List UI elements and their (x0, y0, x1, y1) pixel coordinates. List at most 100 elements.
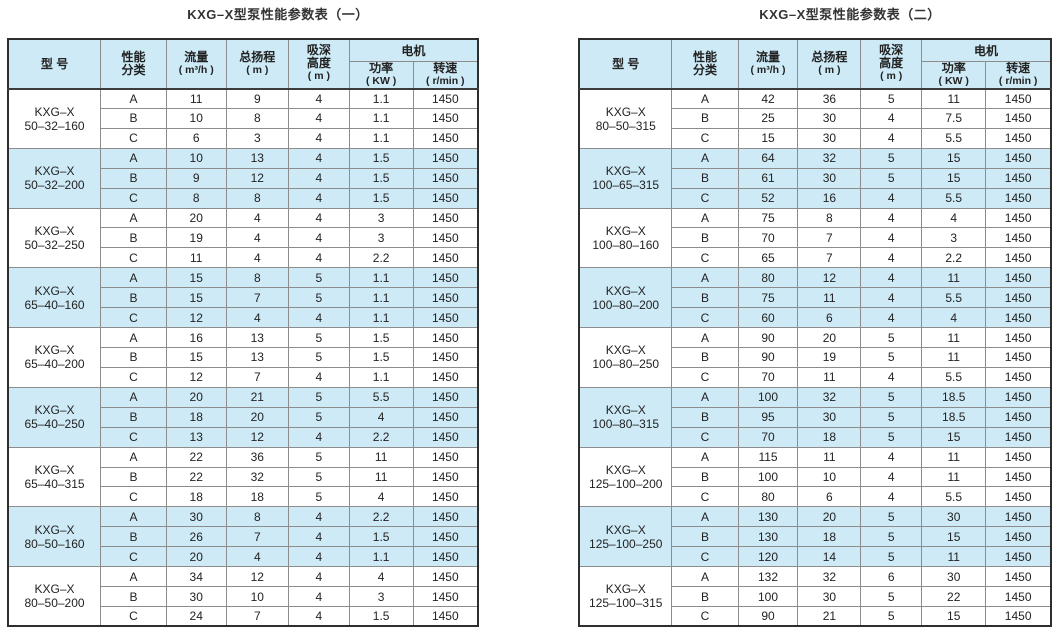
data-cell: 1450 (412, 127, 479, 149)
data-cell: 15 (165, 267, 227, 289)
data-cell: 15 (737, 127, 799, 149)
model-name: KXG–X (34, 403, 75, 418)
data-cell: 10 (165, 107, 227, 129)
data-cell: 1450 (985, 546, 1052, 568)
header-line: 分类 (121, 62, 146, 77)
header-cell-power: 功率( KW ) (921, 60, 987, 89)
header-line: 总扬程 (239, 49, 276, 64)
data-cell: 36 (225, 446, 290, 468)
data-cell: 1.5 (348, 346, 414, 368)
data-cell: 24 (165, 605, 227, 627)
table-row: C 20 4 4 1.1 1450 (8, 546, 479, 568)
data-cell: 1450 (985, 307, 1052, 329)
data-cell: 18 (797, 526, 862, 548)
data-cell: 6 (165, 127, 227, 149)
data-cell: 1450 (412, 406, 479, 428)
data-cell: 4 (348, 406, 414, 428)
category-cell: C (671, 546, 739, 568)
table-row: KXG–X 100–80–160 A 75 8 4 4 1450 (578, 207, 1052, 269)
data-cell: 4 (225, 207, 290, 229)
table-row: C 60 6 4 4 1450 (579, 307, 1052, 329)
data-cell: 30 (797, 586, 862, 607)
table-row: B 15 13 5 1.5 1450 (8, 346, 479, 368)
data-cell: 30 (921, 506, 987, 528)
data-cell: 65 (737, 247, 799, 269)
data-cell: 5 (860, 426, 923, 448)
data-cell: 11 (165, 247, 227, 269)
data-cell: 9 (165, 167, 227, 189)
data-cell: 1450 (412, 247, 479, 269)
table-row: C 120 14 5 11 1450 (579, 546, 1052, 568)
data-cell: 5 (288, 486, 350, 508)
data-cell: 11 (921, 327, 987, 348)
table-row: KXG–X 80–50–200 A 34 12 4 4 1450 (7, 566, 479, 627)
category-cell: A (100, 267, 167, 289)
data-cell: 1450 (412, 187, 479, 209)
header-row-sub: 功率( KW ) 转速( r/min ) (8, 60, 479, 89)
model-size: 50–32–200 (24, 178, 85, 193)
category-cell: C (671, 366, 739, 388)
header-line: 高度 (306, 56, 331, 71)
data-cell: 13 (165, 426, 227, 448)
table-row: B 25 30 4 7.5 1450 (579, 107, 1052, 129)
model-name: KXG–X (34, 164, 75, 179)
model-name: KXG–X (605, 522, 646, 537)
data-cell: 1450 (412, 386, 479, 408)
data-cell: 16 (797, 187, 862, 209)
data-cell: 1450 (985, 386, 1052, 408)
table-row: C 11 4 4 2.2 1450 (8, 247, 479, 269)
data-cell: 20 (797, 327, 862, 348)
data-cell: 1450 (412, 605, 479, 627)
table-row: B 70 7 4 3 1450 (579, 227, 1052, 249)
data-cell: 1450 (985, 227, 1052, 249)
category-cell: A (671, 566, 739, 588)
header-cell-speed: 转速( r/min ) (412, 60, 479, 89)
data-cell: 32 (797, 147, 862, 169)
data-cell: 1450 (985, 187, 1052, 209)
data-cell: 15 (165, 346, 227, 368)
category-cell: C (100, 247, 167, 269)
data-cell: 5 (860, 147, 923, 169)
data-cell: 30 (165, 506, 227, 528)
category-cell: C (671, 486, 739, 508)
data-cell: 21 (225, 386, 290, 408)
data-cell: 30 (797, 406, 862, 428)
header-cell-model: 型 号 (7, 38, 102, 89)
header-line: ( r/min ) (426, 74, 465, 87)
model-name: KXG–X (605, 223, 646, 238)
category-cell: A (100, 207, 167, 229)
category-cell: A (671, 386, 739, 408)
data-cell: 15 (921, 526, 987, 548)
model-size: 80–50–200 (24, 596, 85, 611)
model-size: 100–65–315 (592, 178, 660, 193)
data-cell: 4 (860, 366, 923, 388)
table-row: KXG–X 80–50–160 A 30 8 4 2.2 1450 (7, 506, 479, 568)
header-cell-motor: 电机 (348, 38, 479, 62)
data-cell: 5 (860, 327, 923, 348)
header-cell-suction: 吸深 高度( m ) (860, 38, 923, 89)
category-cell: B (100, 287, 167, 309)
data-cell: 1.1 (348, 307, 414, 329)
data-cell: 1450 (412, 227, 479, 249)
data-cell: 4 (860, 247, 923, 269)
data-cell: 5 (860, 167, 923, 189)
data-cell: 4 (348, 566, 414, 588)
header-line: ( m³/h ) (178, 63, 214, 76)
data-cell: 120 (737, 546, 799, 568)
table-row: KXG–X 65–40–315 A 22 36 5 11 1450 (7, 446, 479, 508)
model-size: 125–100–200 (589, 476, 663, 491)
category-cell: B (671, 466, 739, 488)
data-cell: 6 (797, 486, 862, 508)
model-name: KXG–X (605, 343, 646, 358)
header-line: 转速 (1006, 61, 1031, 75)
header-line: ( m ) (246, 63, 269, 76)
data-cell: 4 (288, 426, 350, 448)
header-line: ( m³/h ) (750, 63, 786, 76)
model-size: 100–80–315 (592, 417, 660, 432)
data-cell: 1.5 (348, 147, 414, 169)
data-cell: 15 (165, 287, 227, 309)
table-row: KXG–X 100–80–315 A 100 32 5 18.5 1450 (578, 386, 1052, 448)
category-cell: C (671, 187, 739, 209)
table-row: B 10 8 4 1.1 1450 (8, 107, 479, 129)
data-cell: 10 (225, 586, 290, 607)
